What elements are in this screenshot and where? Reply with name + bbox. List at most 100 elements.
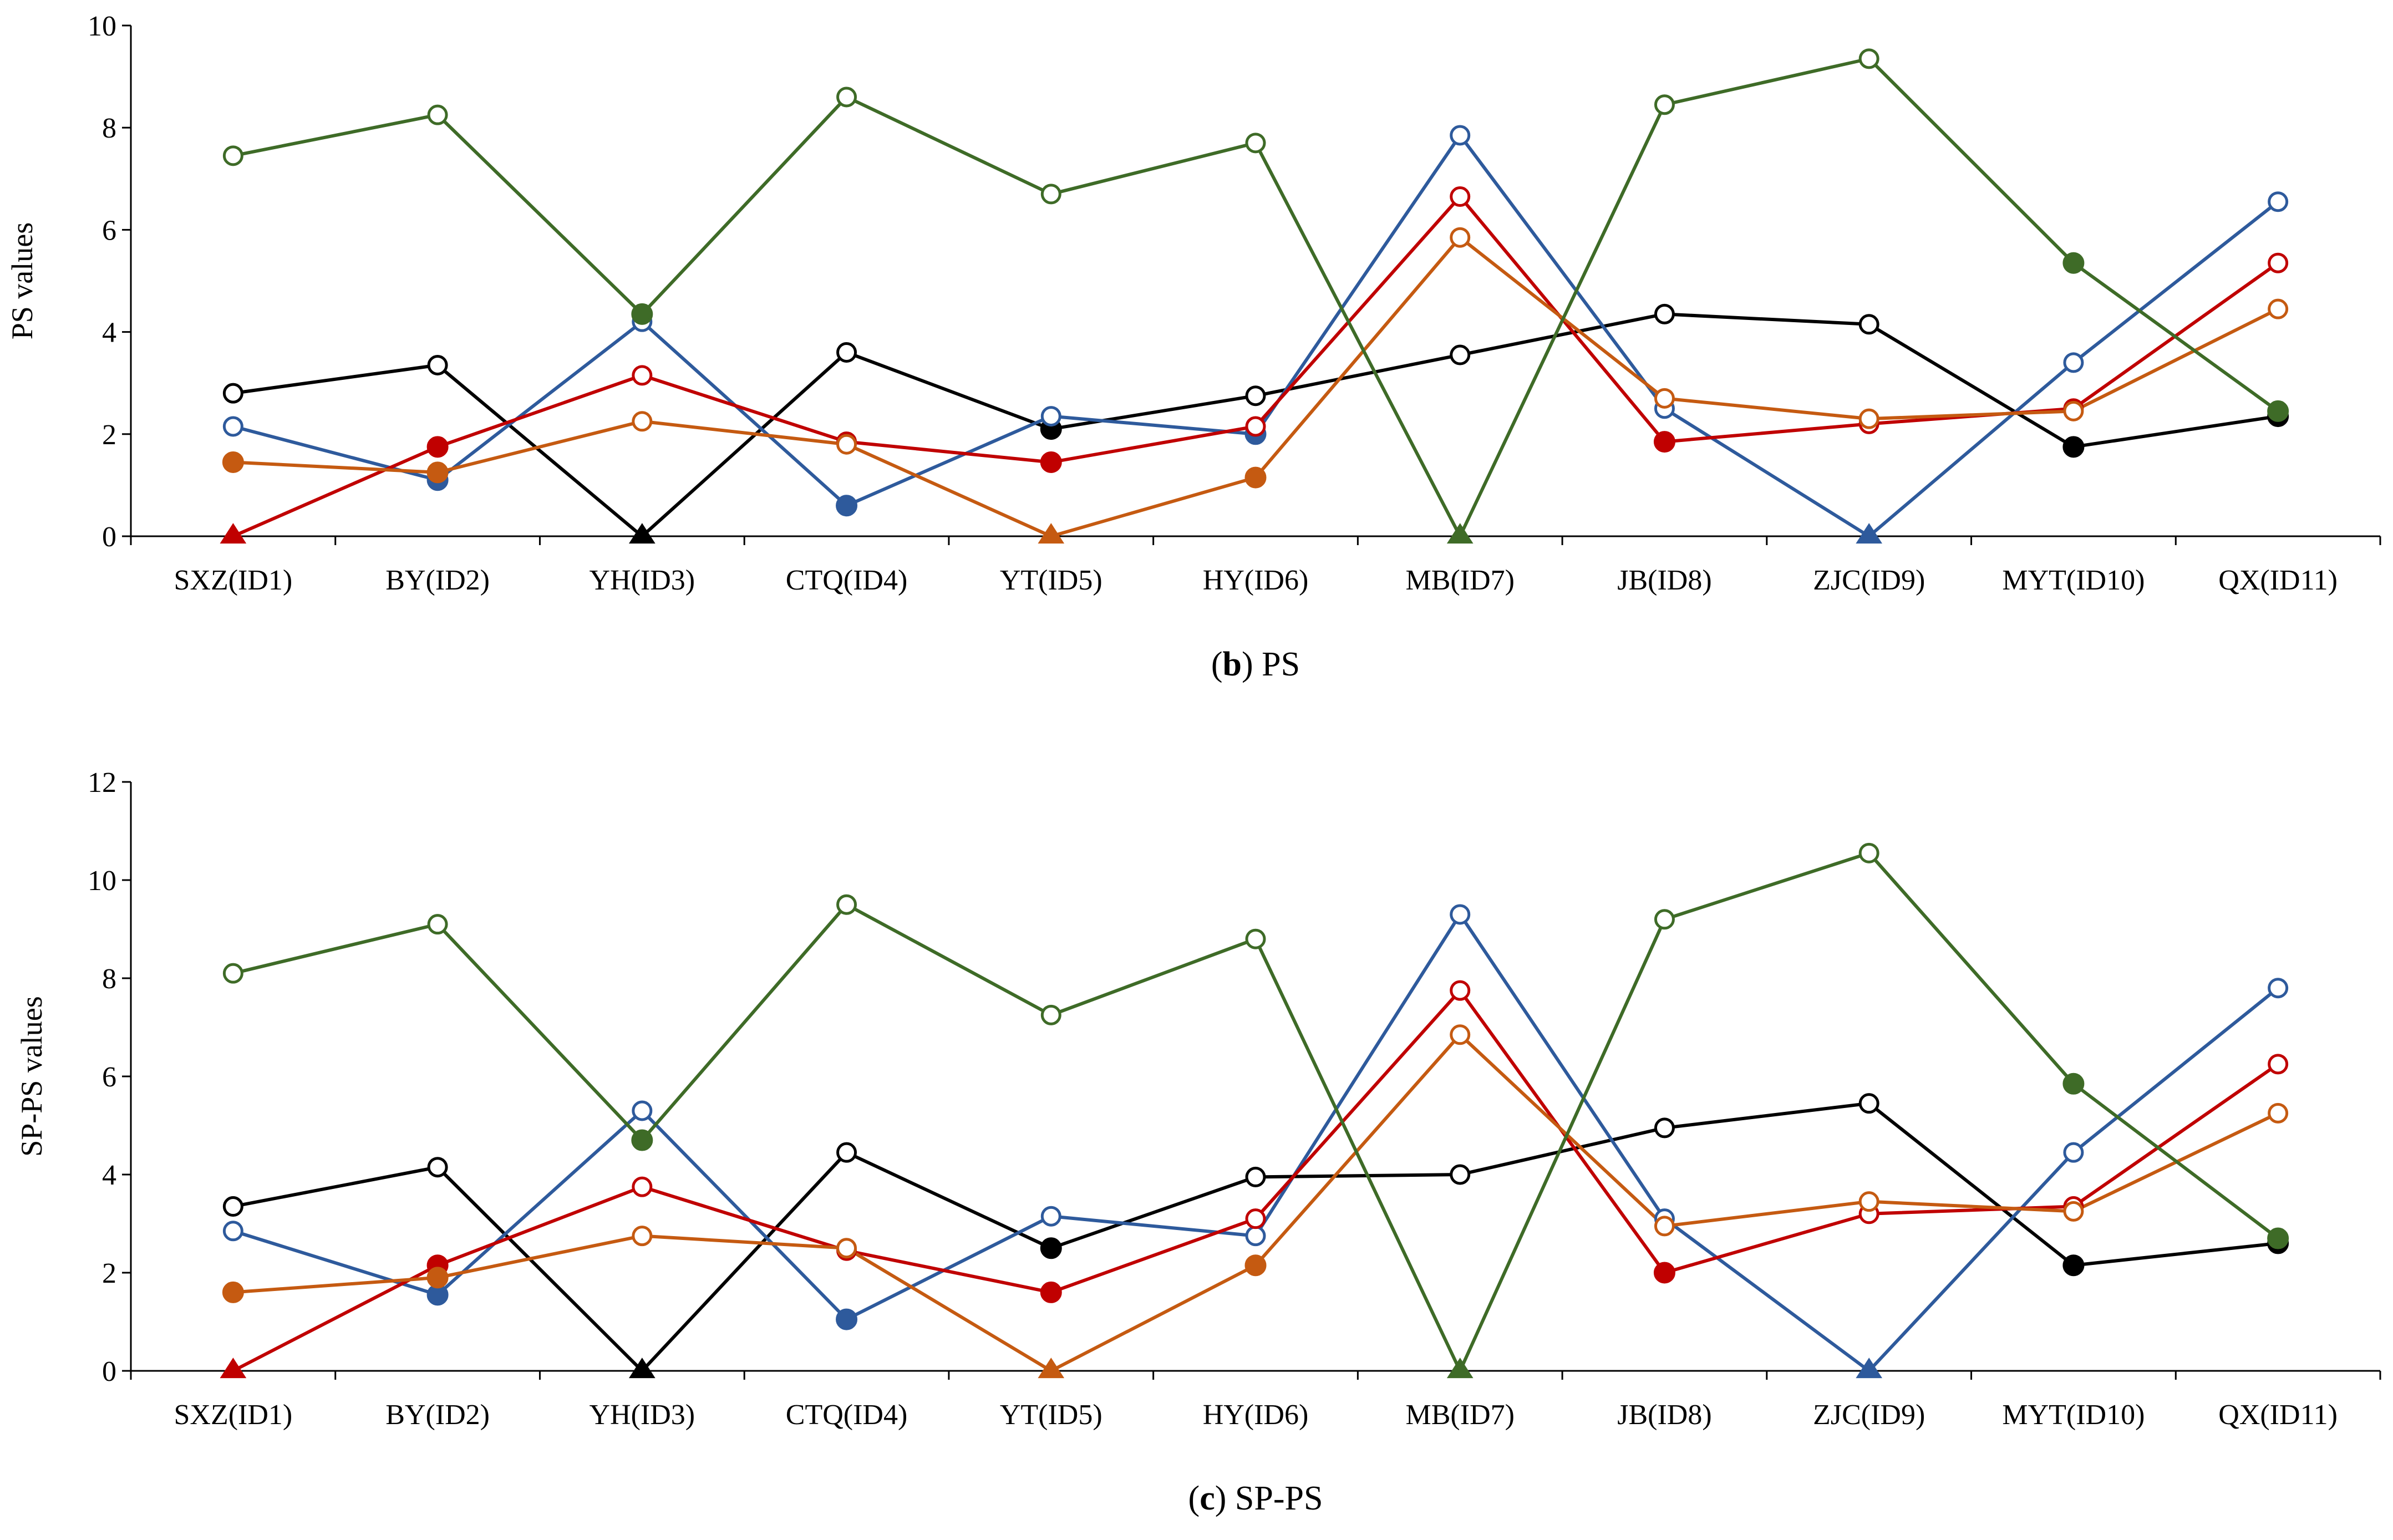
data-point-open	[2268, 191, 2289, 212]
data-point-open	[1858, 48, 1879, 69]
data-point-open	[1245, 416, 1266, 437]
data-point-open	[1450, 1164, 1471, 1185]
series-line-5	[232, 57, 2279, 538]
caption-open-paren: (	[1211, 646, 1223, 683]
x-tick-label: YT(ID5)	[1000, 1399, 1102, 1431]
data-point-filled	[222, 451, 244, 473]
data-point-open	[1245, 385, 1266, 406]
y-tick-label: 0	[102, 1356, 116, 1387]
data-point-open	[836, 1142, 857, 1163]
data-point-open	[427, 354, 448, 375]
panel-caption: (b) PS	[1211, 646, 1300, 683]
y-axis-title: PS values	[6, 222, 39, 340]
data-point-filled	[1244, 1254, 1267, 1277]
data-point-filled	[1653, 431, 1675, 453]
y-tick-label: 8	[102, 963, 116, 995]
data-point-triangle	[1038, 523, 1065, 544]
data-point-open	[1450, 186, 1471, 207]
data-point-open	[222, 963, 243, 984]
caption-text: PS	[1262, 646, 1300, 683]
data-point-open	[427, 914, 448, 935]
data-point-filled	[631, 303, 653, 325]
x-tick-label: CTQ(ID4)	[786, 565, 908, 596]
data-point-open	[836, 434, 857, 455]
data-point-open	[1450, 344, 1471, 365]
data-point-open	[632, 1100, 653, 1121]
panel-caption: (c) SP-PS	[1188, 1480, 1323, 1517]
y-tick-label: 10	[88, 865, 116, 897]
data-point-open	[1450, 125, 1471, 146]
x-tick-label: YH(ID3)	[590, 1399, 695, 1431]
data-point-open	[1450, 980, 1471, 1001]
x-tick-label: BY(ID2)	[385, 565, 490, 596]
y-tick-label: 10	[88, 11, 116, 42]
x-tick-label: MB(ID7)	[1406, 565, 1515, 596]
y-axis-title: SP-PS values	[15, 996, 48, 1157]
chart-panel-c: 0 2 4 6 8 10 12 SXZ(ID1) BY(ID2) YH(ID3) CTQ(ID4) Y…	[15, 767, 2381, 1517]
data-point-open	[1654, 1117, 1675, 1139]
y-tick-label: 6	[102, 215, 116, 246]
data-point-open	[1858, 842, 1879, 863]
data-point-open	[2268, 978, 2289, 999]
x-tick-label: QX(ID11)	[2218, 565, 2338, 596]
data-point-filled	[1040, 451, 1062, 473]
data-point-filled	[631, 1129, 653, 1151]
caption-close-paren: )	[1215, 1480, 1235, 1517]
data-point-open	[1654, 303, 1675, 324]
x-tick-label: ZJC(ID9)	[1813, 565, 1925, 596]
series-line-2	[232, 912, 2279, 1373]
data-point-open	[1858, 1093, 1879, 1114]
caption-letter: c	[1200, 1480, 1215, 1517]
data-point-filled	[1653, 1262, 1675, 1284]
data-point-open	[1654, 94, 1675, 115]
data-point-open	[1245, 1208, 1266, 1229]
data-point-filled	[426, 461, 449, 484]
data-point-open	[1040, 184, 1061, 205]
data-point-open	[222, 383, 243, 404]
x-tick-label: QX(ID11)	[2218, 1399, 2338, 1431]
x-tick-label: YH(ID3)	[590, 565, 695, 596]
x-tick-label: MYT(ID10)	[2002, 1399, 2145, 1431]
y-tick-label: 4	[102, 317, 116, 349]
x-tick-label: CTQ(ID4)	[786, 1399, 908, 1431]
data-point-filled	[1040, 1281, 1062, 1303]
data-point-filled	[426, 1267, 449, 1289]
data-point-open	[2268, 1054, 2289, 1075]
data-point-filled	[2062, 1073, 2085, 1095]
y-tick-label: 12	[88, 767, 116, 799]
data-point-open	[222, 416, 243, 437]
data-point-filled	[1244, 466, 1267, 489]
data-point-open	[427, 1157, 448, 1178]
data-point-open	[222, 145, 243, 166]
data-point-triangle	[1446, 1358, 1474, 1379]
data-point-filled	[426, 436, 449, 458]
data-point-triangle	[220, 523, 247, 544]
data-point-open	[427, 104, 448, 125]
data-point-open	[2268, 252, 2289, 273]
data-point-open	[1450, 904, 1471, 925]
data-point-open	[1450, 1024, 1471, 1045]
y-tick-label: 0	[102, 521, 116, 553]
data-point-triangle	[628, 1358, 656, 1379]
data-point-triangle	[1038, 1358, 1065, 1379]
data-point-open	[1040, 406, 1061, 427]
data-point-triangle	[628, 523, 656, 544]
data-point-open	[2268, 1102, 2289, 1124]
data-point-open	[222, 1196, 243, 1217]
data-point-open	[1858, 1191, 1879, 1212]
y-tick-label: 8	[102, 113, 116, 144]
data-point-open	[1654, 388, 1675, 409]
data-point-open	[1245, 1166, 1266, 1187]
x-tick-label: YT(ID5)	[1000, 565, 1102, 596]
data-point-triangle	[220, 1358, 247, 1379]
data-point-open	[2063, 1142, 2084, 1163]
data-point-filled	[2062, 1254, 2085, 1277]
chart-panel-b: 0 2 4 6 8 10 SXZ(ID1) BY(ID2) YH(ID3) CTQ(ID4) YT(…	[6, 11, 2381, 683]
y-tick-label: 2	[102, 1258, 116, 1289]
x-tick-label: HY(ID6)	[1203, 565, 1309, 596]
data-point-open	[1450, 227, 1471, 248]
y-tick-label: 2	[102, 419, 116, 451]
x-tick-label: BY(ID2)	[385, 1399, 490, 1431]
data-point-filled	[2062, 436, 2085, 458]
